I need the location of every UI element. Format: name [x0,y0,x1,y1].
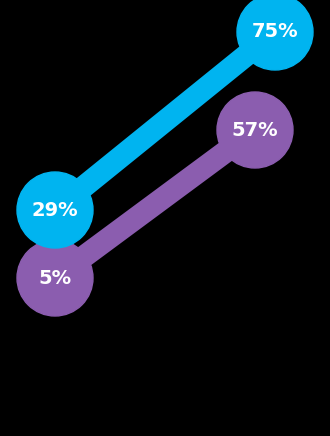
Text: 75%: 75% [252,23,298,41]
Circle shape [17,240,93,316]
Circle shape [17,172,93,248]
Circle shape [237,0,313,70]
Circle shape [217,92,293,168]
Text: 29%: 29% [32,201,78,219]
Text: 5%: 5% [38,269,72,287]
Text: 57%: 57% [232,120,278,140]
